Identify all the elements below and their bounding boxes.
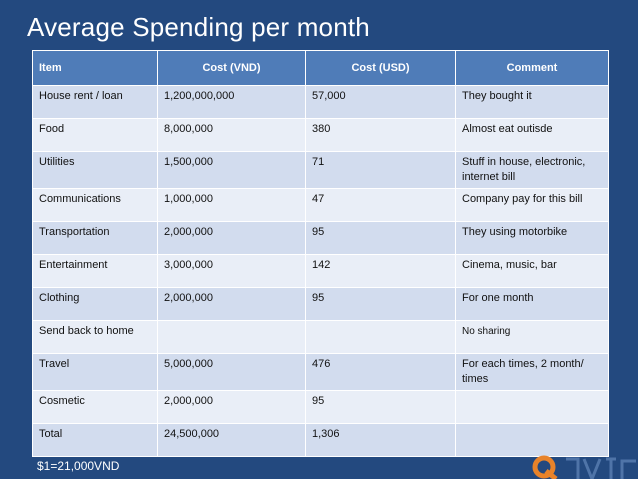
header-cost-usd: Cost (USD) (305, 50, 456, 86)
cell-item: Travel (32, 353, 158, 391)
cell-item: Total (32, 423, 158, 457)
cell-vnd: 1,200,000,000 (157, 85, 306, 119)
cell-comment: Cinema, music, bar (455, 254, 609, 288)
cell-vnd (157, 320, 306, 354)
cell-comment: For one month (455, 287, 609, 321)
cell-comment: For each times, 2 month/ times (455, 353, 609, 391)
cell-usd: 95 (305, 221, 456, 255)
cell-usd: 95 (305, 287, 456, 321)
cell-item: Send back to home (32, 320, 158, 354)
table-row: Send back to home No sharing (32, 320, 609, 354)
cell-vnd: 24,500,000 (157, 423, 306, 457)
cell-item: House rent / loan (32, 85, 158, 119)
cell-usd: 57,000 (305, 85, 456, 119)
cell-vnd: 2,000,000 (157, 287, 306, 321)
cell-usd: 47 (305, 188, 456, 222)
table-row: Entertainment 3,000,000 142 Cinema, musi… (32, 254, 609, 288)
cell-vnd: 2,000,000 (157, 390, 306, 424)
header-item: Item (32, 50, 158, 86)
cell-comment: No sharing (455, 320, 609, 354)
cell-comment (455, 390, 609, 424)
cell-usd: 476 (305, 353, 456, 391)
table-row: Total 24,500,000 1,306 (32, 423, 609, 457)
table-row: Transportation 2,000,000 95 They using m… (32, 221, 609, 255)
cell-usd: 380 (305, 118, 456, 152)
slide-title: Average Spending per month (27, 12, 370, 42)
cell-usd: 1,306 (305, 423, 456, 457)
cell-item: Transportation (32, 221, 158, 255)
table-header-row: Item Cost (VND) Cost (USD) Comment (32, 50, 609, 86)
cell-comment: Company pay for this bill (455, 188, 609, 222)
cell-comment: They using motorbike (455, 221, 609, 255)
cell-usd: 142 (305, 254, 456, 288)
header-cost-vnd: Cost (VND) (157, 50, 306, 86)
cell-item: Clothing (32, 287, 158, 321)
q-logo-icon (532, 455, 636, 479)
cell-usd: 95 (305, 390, 456, 424)
cell-item: Entertainment (32, 254, 158, 288)
cell-comment (455, 423, 609, 457)
cell-comment: They bought it (455, 85, 609, 119)
table-row: Food 8,000,000 380 Almost eat outisde (32, 118, 609, 152)
cell-vnd: 1,000,000 (157, 188, 306, 222)
table-row: Utilities 1,500,000 71 Stuff in house, e… (32, 151, 609, 189)
table-row: Travel 5,000,000 476 For each times, 2 m… (32, 353, 609, 391)
cell-usd (305, 320, 456, 354)
cell-usd: 71 (305, 151, 456, 189)
cell-vnd: 3,000,000 (157, 254, 306, 288)
cell-comment: Stuff in house, electronic, internet bil… (455, 151, 609, 189)
table-row: Communications 1,000,000 47 Company pay … (32, 188, 609, 222)
cell-vnd: 2,000,000 (157, 221, 306, 255)
spending-table: Item Cost (VND) Cost (USD) Comment House… (32, 50, 609, 457)
table-row: Cosmetic 2,000,000 95 (32, 390, 609, 424)
exchange-rate-note: $1=21,000VND (37, 459, 120, 473)
cell-vnd: 1,500,000 (157, 151, 306, 189)
cell-item: Food (32, 118, 158, 152)
cell-vnd: 5,000,000 (157, 353, 306, 391)
cell-comment: Almost eat outisde (455, 118, 609, 152)
table-row: Clothing 2,000,000 95 For one month (32, 287, 609, 321)
cell-item: Utilities (32, 151, 158, 189)
cell-item: Communications (32, 188, 158, 222)
cell-vnd: 8,000,000 (157, 118, 306, 152)
table-row: House rent / loan 1,200,000,000 57,000 T… (32, 85, 609, 119)
cell-item: Cosmetic (32, 390, 158, 424)
header-comment: Comment (455, 50, 609, 86)
